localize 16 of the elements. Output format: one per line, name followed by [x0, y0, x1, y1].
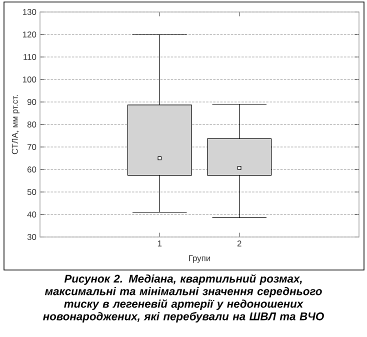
- y-tick-label: 30: [27, 234, 36, 240]
- y-tick-label: 90: [27, 99, 36, 105]
- x-tick-label: 2: [237, 240, 242, 246]
- y-tick-label: 80: [27, 122, 36, 128]
- text: Рисунок 2. Медіана, квартильний розмах, максимальні та мінімальні значення середнього тиску в легеневій артерії у недоношених новонароджених, які перебували на ШВЛ та ВЧО: [43, 274, 324, 323]
- y-tick-label: 70: [28, 144, 36, 150]
- y-tick-label: 130: [22, 9, 36, 15]
- y-tick-label: 60: [28, 166, 36, 172]
- y-tick-label: 120: [22, 32, 36, 38]
- x-axis-title: Групи: [189, 255, 210, 263]
- y-tick-label: 110: [24, 54, 36, 60]
- y-tick-label: 40: [27, 212, 36, 218]
- y-tick-label: 100: [22, 76, 36, 82]
- x-tick-label: 1: [158, 240, 162, 246]
- y-axis-title: СТЛА, мм рт.ст.: [12, 95, 20, 154]
- y-tick-label: 50: [27, 189, 36, 195]
